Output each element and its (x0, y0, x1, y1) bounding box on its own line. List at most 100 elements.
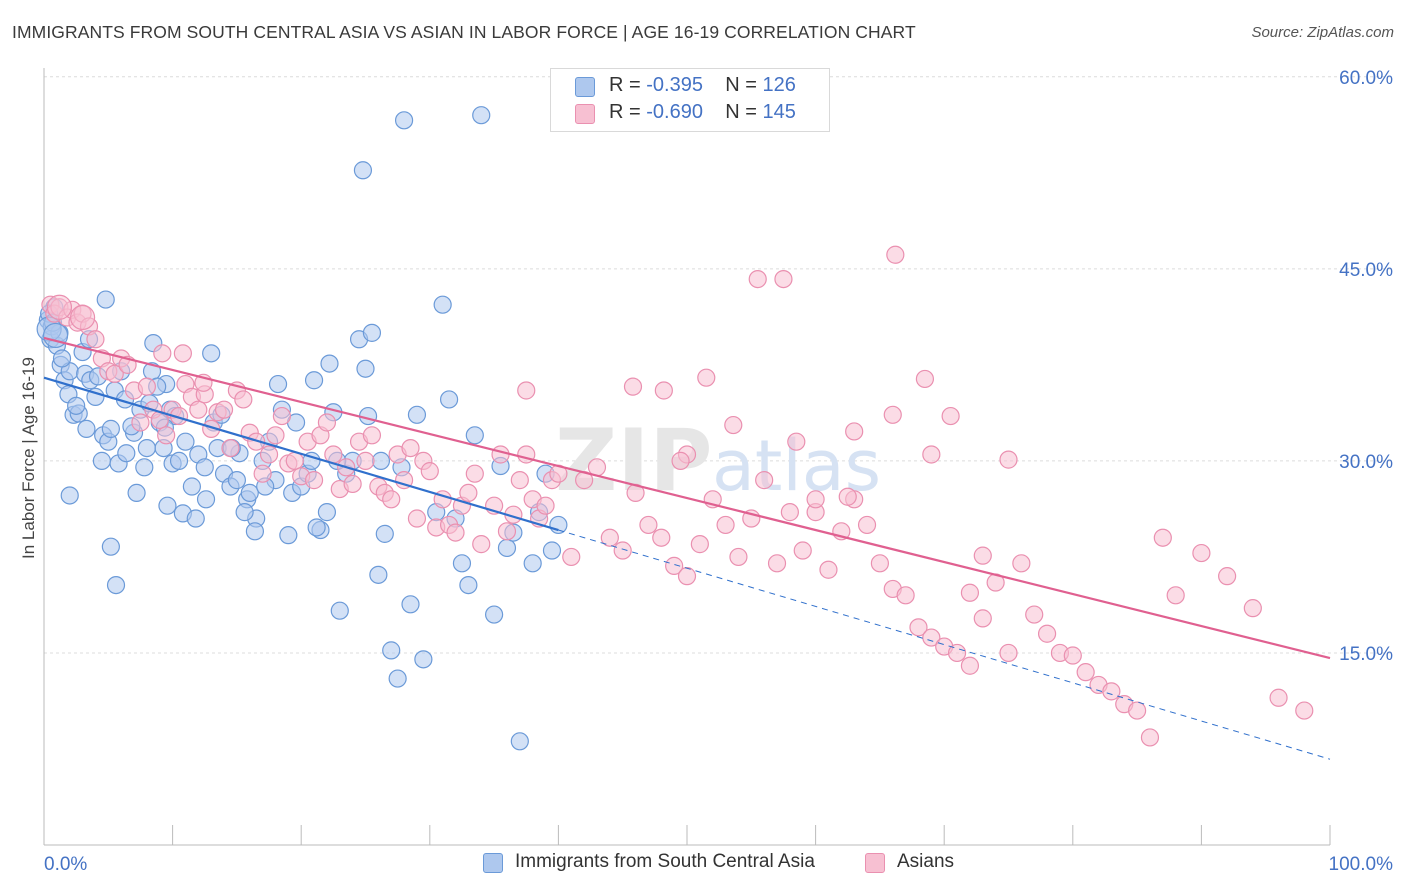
data-point (909, 618, 928, 637)
data-point (407, 509, 427, 528)
data-point (420, 462, 439, 481)
data-point (77, 419, 96, 438)
x-tick-label: 0.0% (44, 854, 87, 875)
trend-lines (43, 336, 1331, 760)
data-point (67, 396, 86, 415)
legend-bottom-label-blue: Immigrants from South Central Asia (515, 851, 815, 872)
legend-n-value: 126 (762, 74, 796, 96)
data-point (1127, 701, 1147, 720)
data-point (343, 474, 362, 494)
legend-r-value: -0.395 (646, 74, 703, 96)
data-point (439, 390, 459, 409)
series-pink-points (41, 245, 1314, 747)
data-point (523, 554, 542, 573)
data-point (600, 528, 619, 547)
data-point (135, 458, 154, 477)
data-point (131, 413, 150, 432)
data-point (117, 444, 136, 463)
data-point (845, 422, 864, 441)
data-point (665, 556, 684, 575)
data-point (838, 487, 857, 506)
data-point (562, 547, 581, 567)
data-point (639, 515, 658, 535)
data-point (272, 406, 292, 426)
legend-bottom-label-pink: Asians (897, 851, 955, 872)
data-point (947, 643, 967, 663)
data-point (127, 483, 146, 503)
data-point (536, 496, 555, 515)
y-tick-label: 45.0% (1339, 260, 1393, 281)
data-point (1269, 688, 1288, 707)
data-point (101, 537, 120, 556)
data-point (485, 605, 504, 624)
data-point (356, 451, 375, 470)
data-point (158, 496, 177, 515)
axes (43, 68, 1331, 846)
data-point (247, 432, 266, 451)
data-point (1218, 567, 1237, 586)
data-point (401, 595, 420, 614)
data-point (941, 406, 960, 426)
data-point (973, 546, 992, 565)
data-point (235, 503, 254, 522)
data-point (137, 438, 156, 458)
data-point (1063, 646, 1082, 665)
data-point (388, 669, 407, 688)
data-point (497, 522, 517, 541)
data-point (973, 609, 992, 628)
data-point (960, 656, 980, 675)
data-point (697, 368, 716, 387)
data-point (240, 483, 259, 503)
trend-line-pink (43, 336, 1331, 660)
data-point (787, 432, 806, 451)
legend-r-value: -0.690 (646, 101, 703, 123)
data-point (153, 344, 172, 363)
data-point (317, 413, 337, 432)
data-point (227, 471, 246, 490)
data-point (304, 371, 324, 390)
data-point (105, 364, 124, 383)
data-point (724, 415, 743, 435)
data-point (1102, 682, 1121, 701)
trend-line-blue (43, 376, 559, 532)
data-point (285, 451, 304, 470)
data-point (542, 541, 562, 560)
data-point (896, 586, 915, 605)
legend-stats: R = -0.395 N = 126 R = -0.690 N = 145 (550, 68, 830, 132)
data-point (375, 524, 394, 543)
data-point (517, 381, 536, 400)
data-point (96, 290, 115, 309)
legend-r-label: R = (609, 101, 641, 123)
data-point (407, 405, 427, 424)
data-point (101, 419, 120, 438)
data-point (960, 583, 980, 602)
data-point (1243, 599, 1262, 618)
data-point (1037, 624, 1057, 643)
data-point (106, 575, 126, 595)
data-point (623, 377, 643, 396)
data-point (86, 330, 105, 349)
data-point (394, 111, 414, 130)
legend-bottom-swatch-blue (483, 853, 503, 873)
data-point (253, 464, 272, 483)
data-point (870, 554, 890, 573)
data-point (774, 269, 793, 289)
data-point (729, 547, 748, 567)
legend-text-blue: R = -0.395 N = 126 (609, 74, 796, 97)
data-point (819, 560, 838, 579)
data-point (221, 438, 240, 458)
data-point (394, 471, 414, 490)
data-point (307, 518, 326, 537)
data-point (268, 374, 288, 394)
data-point (999, 643, 1018, 663)
data-point (1140, 728, 1160, 747)
data-point (52, 349, 72, 368)
data-point (245, 522, 265, 541)
axis-labels: 15.0% 30.0% 45.0% 60.0% 0.0% 100.0% In Labor F… (19, 68, 1393, 875)
data-point (459, 483, 478, 503)
data-point (1012, 554, 1031, 573)
data-point (46, 294, 73, 320)
chart-title: IMMIGRANTS FROM SOUTH CENTRAL ASIA VS AS… (12, 22, 916, 42)
data-point (414, 650, 433, 669)
